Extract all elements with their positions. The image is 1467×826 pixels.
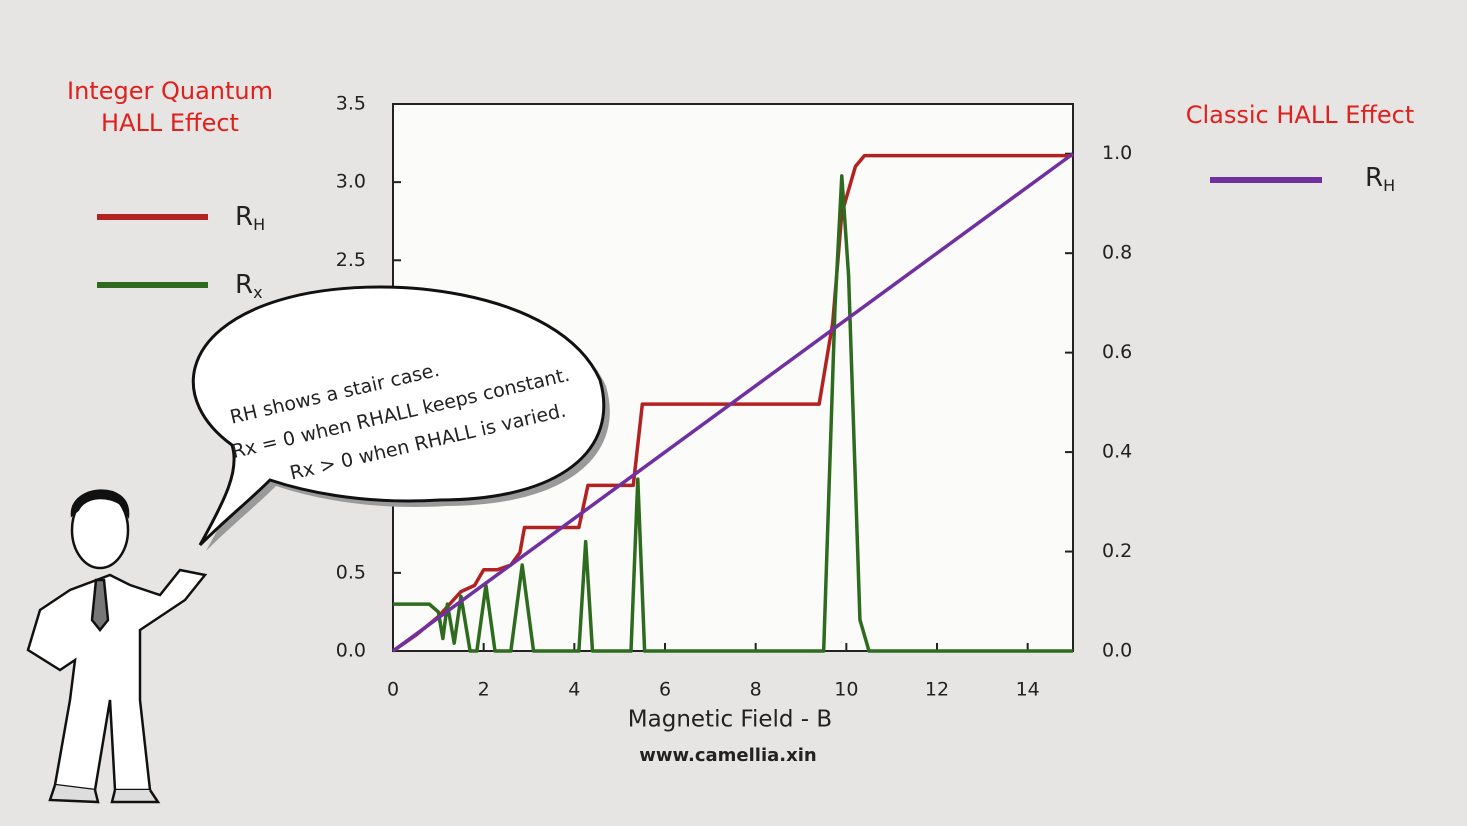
y2-title: Classic HALL Effect (1186, 101, 1415, 129)
chart-title: Integer Quantum (67, 77, 273, 105)
chart-title: HALL Effect (101, 109, 239, 137)
legend-label: Rx (235, 270, 263, 302)
y-tick-label: 0.0 (336, 640, 366, 662)
y-tick-label: 2.5 (336, 249, 366, 271)
series-line (393, 174, 1073, 653)
y2-tick-label: 0.6 (1102, 341, 1132, 363)
x-tick-label: 8 (750, 679, 762, 701)
x-tick-label: 0 (387, 679, 399, 701)
legend-label: RH (235, 202, 265, 234)
tie (90, 578, 110, 633)
y2-tick-label: 0.2 (1102, 540, 1132, 562)
y2-tick-label: 1.0 (1102, 142, 1132, 164)
x-tick-label: 12 (925, 679, 949, 701)
speech-bubble: RH shows a stair case. Rx = 0 when RHALL… (191, 285, 610, 551)
y2-tick-label: 0.4 (1102, 441, 1132, 463)
y-tick-label: 3.5 (336, 93, 366, 115)
x-tick-label: 4 (568, 679, 580, 701)
x-tick-label: 2 (478, 679, 490, 701)
x-tick-label: 14 (1016, 679, 1040, 701)
series-line (391, 152, 1075, 653)
y2-tick-label: 0.0 (1102, 640, 1132, 662)
x-tick-label: 10 (834, 679, 858, 701)
legend-label: RH (1365, 163, 1395, 195)
bubble (191, 285, 606, 547)
y2-tick-label: 0.8 (1102, 242, 1132, 264)
footer: www.camellia.xin (639, 745, 816, 766)
cartoon-man (26, 489, 208, 804)
x-tick-label: 6 (659, 679, 671, 701)
y-tick-label: 0.5 (336, 561, 366, 583)
y-tick-label: 3.0 (336, 171, 366, 193)
shoes (48, 784, 161, 804)
hair (70, 489, 130, 520)
x-axis-label: Magnetic Field - B (628, 707, 832, 733)
